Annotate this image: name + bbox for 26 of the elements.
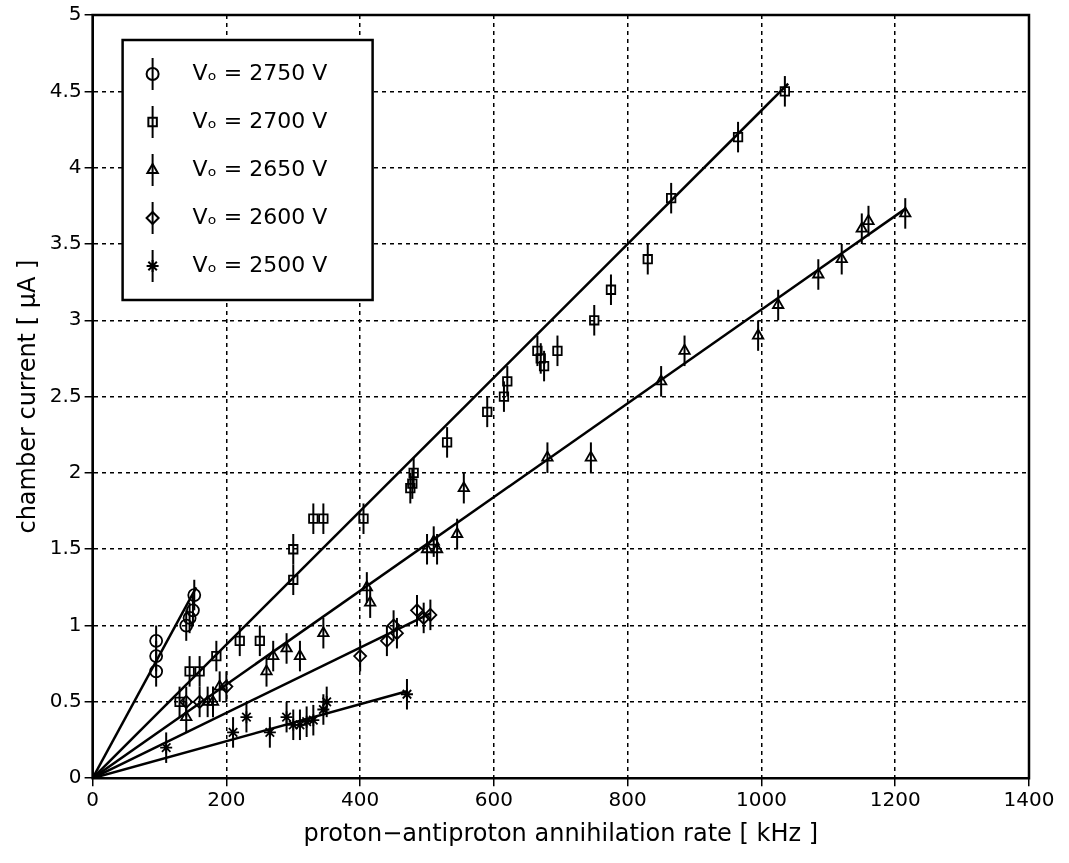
legend-label: Vₒ = 2750 V — [192, 59, 328, 85]
y-tick-label: 3.5 — [49, 230, 82, 255]
x-tick-label: 1400 — [1003, 787, 1055, 812]
x-tick-label: 0 — [86, 787, 99, 812]
y-tick-label: 4 — [68, 153, 82, 178]
legend-label: Vₒ = 2600 V — [192, 203, 328, 229]
y-tick-label: 2.5 — [49, 382, 82, 407]
legend-label: Vₒ = 2500 V — [192, 251, 328, 277]
y-axis-title: chamber current [ μA ] — [12, 259, 41, 534]
legend-label: Vₒ = 2650 V — [192, 155, 328, 181]
x-tick-label: 800 — [608, 787, 647, 812]
x-tick-label: 200 — [207, 787, 246, 812]
y-tick-label: 2 — [68, 459, 82, 484]
y-tick-label: 0.5 — [49, 688, 82, 713]
x-tick-label: 1000 — [736, 787, 787, 812]
y-tick-label: 1 — [68, 611, 82, 636]
y-tick-label: 3 — [68, 306, 82, 331]
x-tick-label: 400 — [341, 787, 380, 812]
y-tick-label: 0 — [68, 764, 82, 789]
y-tick-label: 1.5 — [49, 535, 82, 560]
legend-label: Vₒ = 2700 V — [192, 107, 328, 133]
y-tick-label: 4.5 — [49, 77, 82, 102]
x-tick-label: 600 — [474, 787, 514, 812]
x-tick-label: 1200 — [869, 787, 921, 812]
y-tick-label: 5 — [68, 1, 82, 26]
x-axis-title: proton−antiproton annihilation rate [ kHz ] — [303, 818, 819, 847]
